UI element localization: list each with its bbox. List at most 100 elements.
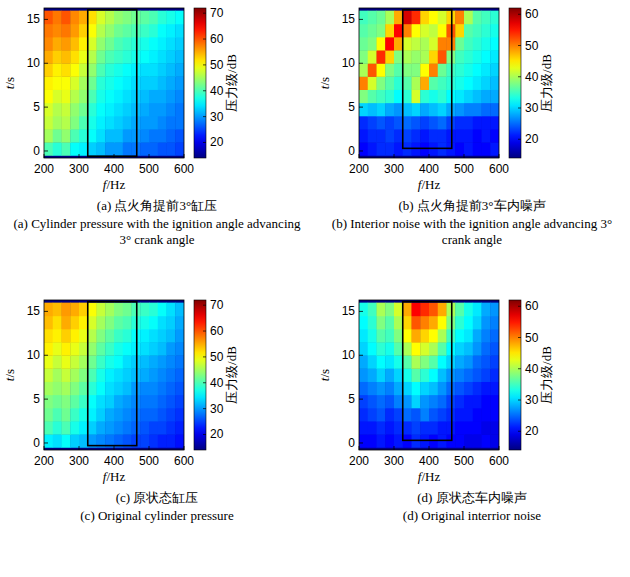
caption-en: (b) Interior noise with the ignition ang… bbox=[332, 216, 612, 247]
cell bbox=[158, 355, 167, 369]
cell bbox=[158, 116, 167, 130]
cell bbox=[114, 329, 123, 343]
cell bbox=[149, 24, 158, 38]
cell bbox=[429, 382, 438, 396]
cell bbox=[62, 434, 71, 448]
cell bbox=[464, 395, 473, 409]
cell bbox=[464, 434, 473, 448]
cell bbox=[175, 316, 184, 330]
cell bbox=[167, 434, 176, 448]
panel: 200300400500600051015f/Hzt/s2030405060压力… bbox=[317, 7, 612, 247]
cell bbox=[368, 355, 377, 369]
cell bbox=[97, 50, 106, 64]
cell bbox=[79, 303, 88, 317]
cell bbox=[385, 116, 394, 130]
cell bbox=[403, 116, 412, 130]
cell bbox=[140, 142, 149, 156]
cell bbox=[455, 303, 464, 317]
cell bbox=[455, 116, 464, 130]
caption: (b) 点火角提前3°车内噪声 bbox=[398, 198, 545, 213]
cell bbox=[438, 355, 447, 369]
cell bbox=[403, 342, 412, 356]
x-tick-label: 500 bbox=[139, 162, 159, 176]
cell bbox=[70, 434, 79, 448]
cell bbox=[473, 76, 482, 90]
colorbar-tick bbox=[518, 45, 521, 46]
cell bbox=[473, 395, 482, 409]
cell bbox=[79, 342, 88, 356]
cell bbox=[62, 142, 71, 156]
cell bbox=[473, 303, 482, 317]
panel: 200300400500600051015f/Hzt/s203040506070… bbox=[2, 6, 301, 247]
cell bbox=[167, 11, 176, 25]
cell bbox=[394, 368, 403, 382]
cell bbox=[97, 142, 106, 156]
cell bbox=[455, 90, 464, 104]
cell bbox=[359, 90, 368, 104]
cell bbox=[114, 129, 123, 143]
axis-unit: /s bbox=[317, 77, 332, 86]
cell bbox=[473, 63, 482, 77]
x-tick-label: 400 bbox=[104, 454, 124, 468]
cell bbox=[490, 50, 499, 64]
cell bbox=[473, 50, 482, 64]
cell bbox=[140, 90, 149, 104]
cell bbox=[158, 329, 167, 343]
axis-title: t/s bbox=[2, 369, 17, 381]
cell bbox=[377, 76, 386, 90]
cell bbox=[420, 382, 429, 396]
cell bbox=[123, 382, 132, 396]
cell bbox=[105, 116, 114, 130]
cell bbox=[44, 408, 53, 422]
cell bbox=[53, 11, 62, 25]
cell bbox=[359, 355, 368, 369]
cell bbox=[167, 382, 176, 396]
y-tick-label: 15 bbox=[27, 12, 41, 26]
cell bbox=[114, 342, 123, 356]
cell bbox=[412, 316, 421, 330]
cell bbox=[403, 37, 412, 51]
cell bbox=[158, 434, 167, 448]
cell bbox=[97, 316, 106, 330]
cell bbox=[455, 37, 464, 51]
x-tick-label: 300 bbox=[69, 162, 89, 176]
cell bbox=[490, 24, 499, 38]
cell bbox=[114, 103, 123, 117]
cell bbox=[394, 316, 403, 330]
cell bbox=[455, 395, 464, 409]
colorbar-title: 压力级/dB bbox=[539, 346, 554, 404]
cell bbox=[438, 368, 447, 382]
cell bbox=[167, 76, 176, 90]
cell bbox=[403, 421, 412, 435]
cell bbox=[149, 316, 158, 330]
colorbar-tick-label: 20 bbox=[525, 132, 539, 146]
plot-bg bbox=[359, 8, 499, 158]
cell bbox=[473, 103, 482, 117]
cell bbox=[403, 368, 412, 382]
cell bbox=[88, 395, 97, 409]
cell bbox=[455, 355, 464, 369]
cell bbox=[140, 355, 149, 369]
cell bbox=[429, 355, 438, 369]
cell bbox=[62, 382, 71, 396]
cell bbox=[412, 63, 421, 77]
cell bbox=[140, 37, 149, 51]
cell bbox=[44, 355, 53, 369]
x-tick-label: 300 bbox=[384, 454, 404, 468]
cell bbox=[455, 50, 464, 64]
cell bbox=[403, 355, 412, 369]
cell bbox=[70, 303, 79, 317]
cell bbox=[123, 142, 132, 156]
y-tick-label: 5 bbox=[33, 392, 40, 406]
cell bbox=[158, 408, 167, 422]
cell bbox=[412, 329, 421, 343]
frame bbox=[44, 8, 184, 158]
cell bbox=[429, 421, 438, 435]
cell bbox=[62, 342, 71, 356]
cell bbox=[394, 329, 403, 343]
cell bbox=[490, 329, 499, 343]
cell bbox=[140, 316, 149, 330]
cell bbox=[473, 421, 482, 435]
axis-title: t/s bbox=[317, 77, 332, 89]
cell bbox=[429, 316, 438, 330]
